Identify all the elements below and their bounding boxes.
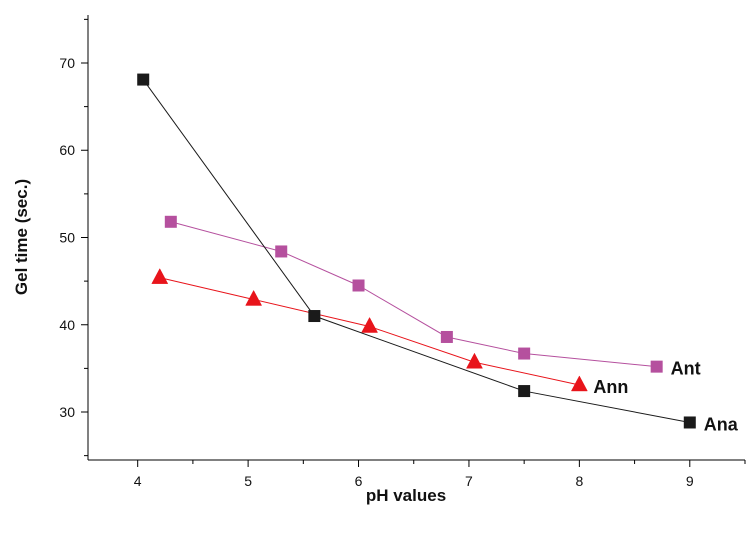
data-point-ant (275, 245, 288, 258)
y-axis-ticks: 30 40 50 60 70 (59, 18, 88, 457)
series-line-ana (142, 79, 690, 423)
series-label-ant: Ant (671, 359, 701, 379)
series-line-ant (170, 221, 657, 368)
series-ant: Ant (164, 215, 701, 379)
data-point-ant (352, 279, 365, 292)
axes (87, 15, 745, 461)
series-layer: Ant Ann Ana (137, 73, 739, 434)
data-point-ana (518, 385, 531, 398)
y-tick-label: 60 (59, 142, 75, 158)
y-tick-label: 50 (59, 230, 75, 246)
data-point-ant (164, 215, 177, 228)
data-point-ann (466, 352, 483, 369)
data-point-ant (650, 360, 663, 373)
data-point-ana (683, 416, 696, 429)
x-tick-label: 8 (575, 473, 583, 489)
data-point-ann (245, 289, 263, 306)
series-label-ana: Ana (704, 414, 739, 434)
x-tick-label: 5 (244, 473, 252, 489)
series-ann: Ann (151, 268, 628, 397)
x-axis-title: pH values (366, 486, 446, 505)
data-point-ann (570, 375, 588, 392)
y-tick-label: 30 (59, 404, 75, 420)
data-point-ana (137, 73, 150, 86)
x-tick-label: 4 (134, 473, 142, 489)
data-point-ann (361, 316, 378, 333)
x-tick-label: 6 (355, 473, 363, 489)
data-point-ant (518, 347, 531, 360)
series-ana: Ana (137, 73, 739, 434)
data-point-ana (308, 310, 321, 323)
y-tick-label: 70 (59, 55, 75, 71)
series-label-ann: Ann (593, 377, 628, 397)
x-axis-ticks: 4 5 6 7 8 9 (134, 460, 746, 489)
y-axis-title: Gel time (sec.) (12, 179, 31, 295)
x-tick-label: 9 (686, 473, 694, 489)
y-tick-label: 40 (59, 317, 75, 333)
data-point-ann (151, 268, 169, 284)
x-tick-label: 7 (465, 473, 473, 489)
data-point-ant (440, 330, 453, 343)
